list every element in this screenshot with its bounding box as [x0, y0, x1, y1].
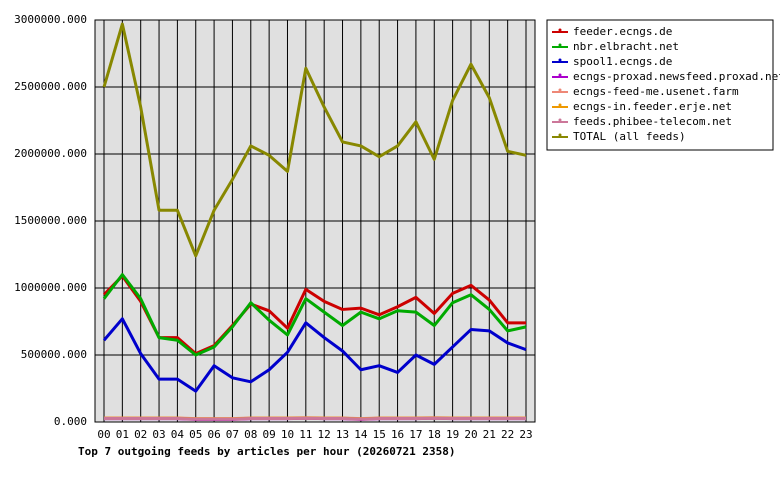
legend-label: ecngs-proxad.newsfeed.proxad.net	[573, 70, 780, 83]
legend-label: ecngs-feed-me.usenet.farm	[573, 85, 739, 98]
chart-title: Top 7 outgoing feeds by articles per hou…	[78, 445, 456, 458]
x-tick-label: 02	[134, 428, 147, 441]
y-tick-label: 1500000.000	[14, 214, 87, 227]
legend-dot	[558, 103, 562, 107]
legend-dot	[558, 73, 562, 77]
x-tick-label: 20	[464, 428, 477, 441]
y-tick-label: 2000000.000	[14, 147, 87, 160]
x-tick-label: 07	[226, 428, 239, 441]
x-tick-label: 04	[171, 428, 185, 441]
x-tick-label: 19	[446, 428, 459, 441]
x-tick-label: 09	[263, 428, 276, 441]
x-tick-label: 01	[116, 428, 129, 441]
x-tick-label: 08	[244, 428, 257, 441]
x-tick-label: 18	[428, 428, 441, 441]
y-tick-label: 500000.000	[21, 348, 87, 361]
y-tick-label: 3000000.000	[14, 13, 87, 26]
legend-dot	[558, 118, 562, 122]
legend-box	[546, 19, 774, 151]
x-tick-label: 16	[391, 428, 404, 441]
x-tick-label: 06	[207, 428, 220, 441]
legend-dot	[558, 28, 562, 32]
x-tick-label: 05	[189, 428, 202, 441]
series-line	[102, 273, 527, 357]
x-tick-label: 23	[519, 428, 532, 441]
legend-dot	[558, 58, 562, 62]
x-tick-label: 22	[501, 428, 514, 441]
legend-label: nbr.elbracht.net	[573, 40, 679, 53]
x-tick-label: 13	[336, 428, 349, 441]
legend-dot	[558, 133, 562, 137]
y-tick-label: 1000000.000	[14, 281, 87, 294]
x-tick-label: 12	[318, 428, 331, 441]
legend-label: TOTAL (all feeds)	[573, 130, 686, 143]
x-tick-label: 14	[354, 428, 368, 441]
series-line	[102, 274, 526, 356]
x-tick-label: 21	[483, 428, 496, 441]
legend-label: spool1.ecngs.de	[573, 55, 672, 68]
legend-dot	[558, 43, 562, 47]
legend-label: ecngs-in.feeder.erje.net	[573, 100, 732, 113]
x-tick-label: 11	[299, 428, 312, 441]
y-tick-label: 0.000	[54, 415, 87, 428]
x-tick-label: 03	[152, 428, 165, 441]
x-tick-label: 10	[281, 428, 294, 441]
legend-dot	[558, 88, 562, 92]
legend-label: feeder.ecngs.de	[573, 25, 672, 38]
legend-label: feeds.phibee-telecom.net	[573, 115, 732, 128]
x-tick-label: 17	[409, 428, 422, 441]
series-line	[104, 416, 526, 421]
series-line	[102, 22, 527, 258]
x-tick-label: 00	[97, 428, 110, 441]
y-tick-label: 2500000.000	[14, 80, 87, 93]
x-tick-label: 15	[373, 428, 386, 441]
series-line	[102, 317, 527, 393]
